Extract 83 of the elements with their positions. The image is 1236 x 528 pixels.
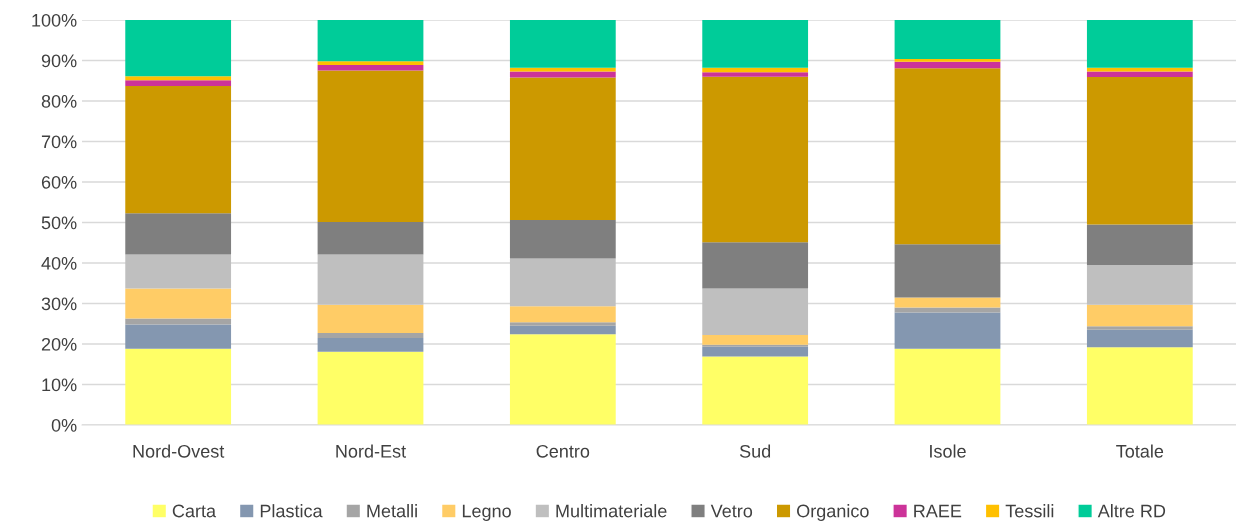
y-tick-label: 0% xyxy=(51,418,77,432)
x-tick-label: Isole xyxy=(930,444,966,458)
legend-label: RAEE xyxy=(914,504,962,518)
bar xyxy=(317,333,424,338)
x-tick-label: Nord-Ovest xyxy=(133,444,225,458)
bar xyxy=(1086,347,1193,425)
y-tick-label: 90% xyxy=(41,54,77,68)
bar xyxy=(509,20,616,68)
x-tick-label: Totale xyxy=(1116,444,1164,458)
bar xyxy=(702,20,809,68)
bar xyxy=(317,70,424,223)
legend-label: Vetro xyxy=(710,504,753,518)
bar xyxy=(702,76,809,243)
bar xyxy=(894,20,1001,59)
bar xyxy=(317,61,424,65)
x-tick-label: Nord-Est xyxy=(336,444,406,458)
bar xyxy=(317,64,424,71)
bar xyxy=(1086,329,1193,348)
bar xyxy=(702,72,809,77)
y-tick-label: 60% xyxy=(41,175,77,189)
bar xyxy=(125,324,232,349)
legend-label: Organico xyxy=(797,504,869,521)
bar xyxy=(894,297,1001,308)
y-tick-label: 10% xyxy=(42,378,77,392)
bar xyxy=(1086,20,1193,68)
bar xyxy=(509,325,616,335)
y-tick-label: 50% xyxy=(41,216,77,230)
bar xyxy=(1086,77,1193,225)
y-tick-label: 70% xyxy=(41,135,77,149)
legend-label: Altre RD xyxy=(1097,504,1166,518)
bar xyxy=(125,348,232,425)
bar xyxy=(509,71,616,78)
bar xyxy=(702,346,809,357)
bar xyxy=(125,86,232,214)
bar xyxy=(1086,304,1193,327)
bar xyxy=(125,254,232,289)
bar xyxy=(317,222,424,255)
bar xyxy=(317,304,424,334)
y-tick-label: 30% xyxy=(41,297,77,311)
legend-label: Tessili xyxy=(1005,504,1054,518)
bar xyxy=(894,58,1001,62)
legend-label: Plastica xyxy=(260,504,323,518)
legend-label: Legno xyxy=(462,504,511,521)
bar xyxy=(702,335,809,345)
bar xyxy=(509,306,616,323)
bar xyxy=(894,244,1001,298)
bar xyxy=(894,68,1001,245)
bar xyxy=(509,220,616,259)
bar xyxy=(509,77,616,221)
bar xyxy=(317,20,424,62)
bar xyxy=(317,337,424,352)
y-tick-label: 80% xyxy=(41,94,77,108)
bar xyxy=(702,344,809,347)
bar xyxy=(125,20,232,77)
x-tick-label: Sud xyxy=(739,444,771,458)
bar xyxy=(509,258,616,307)
bar xyxy=(702,288,809,336)
bar xyxy=(125,288,232,319)
bar xyxy=(317,351,424,425)
bar xyxy=(702,242,809,289)
bar xyxy=(894,312,1001,349)
bar xyxy=(1086,326,1193,330)
bar xyxy=(317,254,424,305)
bar xyxy=(702,67,809,73)
bar xyxy=(509,334,616,425)
bar xyxy=(509,322,616,326)
bar xyxy=(125,213,232,255)
bar xyxy=(702,356,809,425)
bar xyxy=(1086,224,1193,266)
y-tick-label: 100% xyxy=(32,13,77,27)
y-tick-label: 20% xyxy=(41,337,77,351)
y-tick-label: 40% xyxy=(41,256,77,270)
x-tick-label: Centro xyxy=(536,444,590,458)
legend-label: Multimateriale xyxy=(556,504,667,518)
bar xyxy=(1086,265,1193,305)
bar xyxy=(894,348,1001,425)
legend-label: Metalli xyxy=(367,504,417,518)
bar xyxy=(125,318,232,325)
bar xyxy=(125,80,232,87)
legend-label: Carta xyxy=(172,504,217,518)
bar xyxy=(1086,71,1193,78)
bar xyxy=(894,61,1001,69)
bar xyxy=(125,76,232,81)
